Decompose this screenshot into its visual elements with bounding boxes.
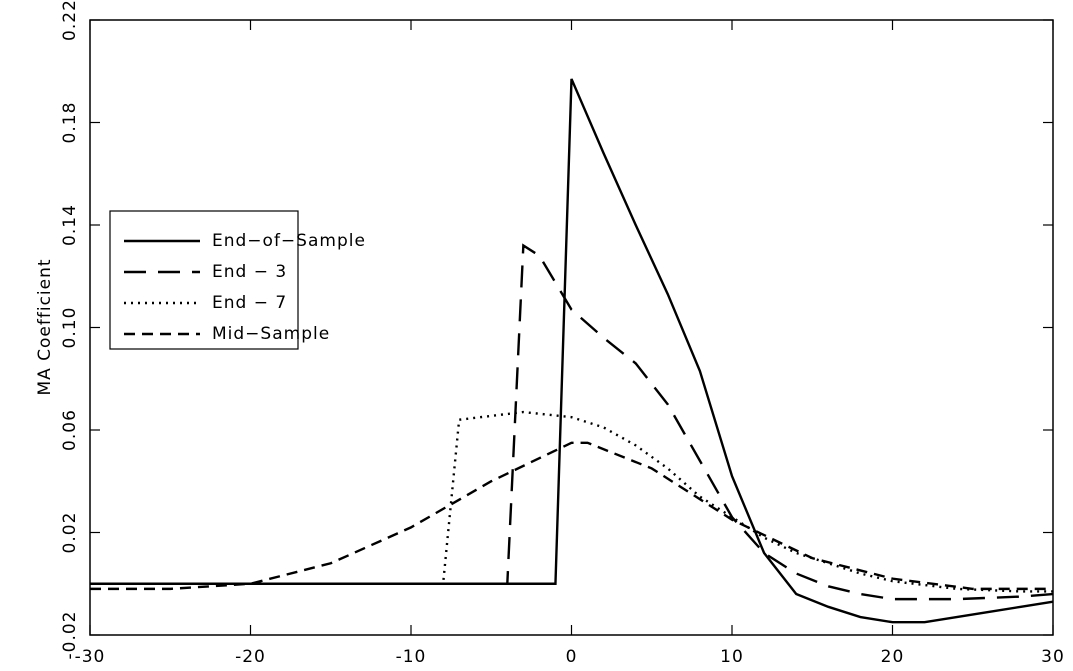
y-tick-label: 0.14 (60, 204, 80, 246)
y-tick-label: 0.18 (60, 102, 80, 144)
legend-box (109, 210, 299, 350)
legend: End−of−Sample End − 3 End − 7 Mid−Sample (109, 210, 366, 350)
x-tick-label: 10 (720, 647, 744, 667)
y-tick-label: 0.22 (60, 0, 80, 41)
y-axis-label: MA Coefficient (35, 258, 55, 395)
series-line (90, 78, 1054, 624)
x-tick-label: 20 (881, 647, 905, 667)
x-tick-label: -20 (235, 647, 266, 667)
x-tick-label: -10 (396, 647, 427, 667)
y-tick-label: 0.02 (60, 512, 80, 554)
y-tick-label: -0.02 (60, 611, 80, 660)
legend-label: Mid−Sample (212, 324, 330, 344)
series-line (90, 410, 1053, 593)
x-tick-label: -30 (75, 647, 106, 667)
series-line (90, 441, 1053, 591)
y-tick-label: 0.10 (60, 307, 80, 349)
legend-label: End−of−Sample (212, 231, 366, 251)
y-tick-label: 0.06 (60, 409, 80, 451)
series-line (90, 243, 1054, 601)
legend-label: End − 3 (212, 262, 287, 282)
legend-label: End − 7 (212, 293, 287, 313)
x-tick-label: 0 (566, 647, 578, 667)
x-tick-label: 30 (1041, 647, 1065, 667)
